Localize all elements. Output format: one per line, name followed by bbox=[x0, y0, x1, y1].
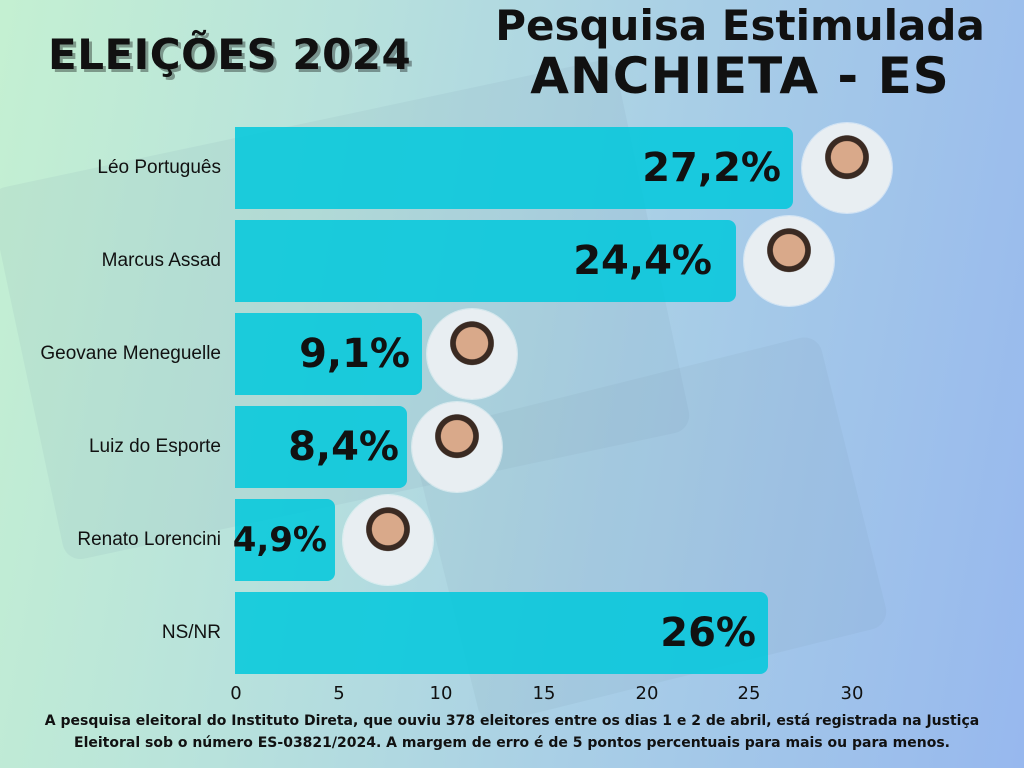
value-label: 8,4% bbox=[288, 424, 399, 470]
value-label: 27,2% bbox=[642, 145, 781, 191]
survey-type: Pesquisa Estimulada bbox=[495, 1, 985, 50]
candidate-avatar bbox=[412, 402, 502, 492]
bar: 9,1% bbox=[235, 313, 422, 395]
x-axis-tick: 15 bbox=[532, 683, 556, 704]
x-axis-tick: 20 bbox=[635, 683, 659, 704]
bar: 24,4% bbox=[235, 220, 736, 302]
chart-row: Geovane Meneguelle 9,1% bbox=[0, 309, 1024, 399]
value-label: 4,9% bbox=[232, 520, 327, 560]
x-axis-tick: 5 bbox=[333, 683, 345, 704]
x-axis-tick: 0 bbox=[230, 683, 242, 704]
chart-row: Luiz do Esporte 8,4% bbox=[0, 402, 1024, 492]
chart-row: NS/NR 26% bbox=[0, 592, 1024, 674]
bar: 8,4% bbox=[235, 406, 407, 488]
chart-row: Léo Português 27,2% bbox=[0, 123, 1024, 213]
value-label: 26% bbox=[660, 610, 756, 656]
x-axis-tick: 25 bbox=[737, 683, 761, 704]
candidate-avatar bbox=[744, 216, 834, 306]
methodology-note: A pesquisa eleitoral do Instituto Direta… bbox=[0, 710, 1024, 754]
value-label: 9,1% bbox=[299, 331, 410, 377]
x-axis-tick: 30 bbox=[840, 683, 864, 704]
bar: 27,2% bbox=[235, 127, 793, 209]
x-axis-tick: 10 bbox=[429, 683, 453, 704]
footnote-line-1: A pesquisa eleitoral do Instituto Direta… bbox=[44, 713, 980, 729]
candidate-label: Léo Português bbox=[97, 157, 221, 178]
candidate-label: Marcus Assad bbox=[101, 250, 221, 271]
elections-title: ELEIÇÕES 2024 bbox=[48, 30, 412, 79]
candidate-avatar bbox=[343, 495, 433, 585]
candidate-label: Geovane Meneguelle bbox=[40, 343, 221, 364]
footnote-line-2: Eleitoral sob o número ES-03821/2024. A … bbox=[74, 735, 950, 751]
bar: 4,9% bbox=[232, 499, 335, 581]
candidate-label: Renato Lorencini bbox=[77, 529, 221, 550]
candidate-avatar bbox=[427, 309, 517, 399]
value-label: 24,4% bbox=[573, 238, 712, 284]
chart-row: Renato Lorencini 4,9% bbox=[0, 495, 1024, 585]
city-title: ANCHIETA - ES bbox=[530, 47, 950, 105]
bar: 26% bbox=[235, 592, 768, 674]
candidate-label: NS/NR bbox=[161, 622, 221, 643]
chart-row: Marcus Assad 24,4% bbox=[0, 216, 1024, 306]
candidate-avatar bbox=[802, 123, 892, 213]
survey-title: Pesquisa Estimulada ANCHIETA - ES bbox=[480, 1, 1000, 105]
candidate-label: Luiz do Esporte bbox=[88, 436, 221, 457]
